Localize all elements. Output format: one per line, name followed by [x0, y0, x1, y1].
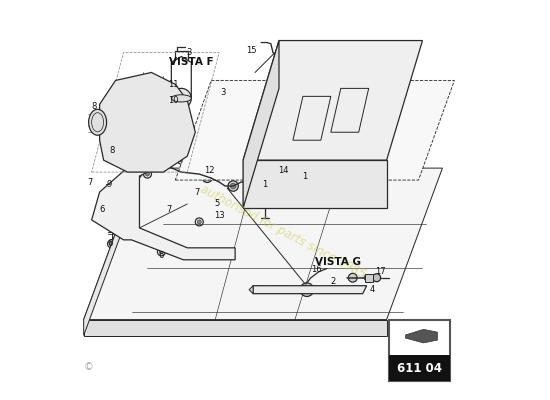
Text: 6: 6 — [99, 206, 104, 214]
Circle shape — [252, 173, 262, 184]
Circle shape — [108, 194, 112, 198]
Text: authorised for parts since 1985: authorised for parts since 1985 — [198, 183, 368, 281]
Text: 11: 11 — [168, 80, 179, 89]
Polygon shape — [84, 168, 442, 320]
Polygon shape — [405, 329, 437, 343]
Circle shape — [197, 220, 201, 224]
Circle shape — [145, 172, 150, 176]
Polygon shape — [92, 140, 235, 260]
Circle shape — [230, 183, 236, 189]
Bar — [389, 356, 450, 381]
Circle shape — [257, 170, 273, 186]
Circle shape — [287, 75, 295, 83]
Text: 1: 1 — [262, 180, 268, 188]
Text: 5: 5 — [214, 200, 220, 208]
Circle shape — [205, 174, 210, 180]
Polygon shape — [84, 320, 387, 336]
Polygon shape — [365, 274, 373, 282]
Ellipse shape — [89, 109, 107, 135]
Circle shape — [364, 275, 370, 280]
Text: 16: 16 — [311, 265, 322, 274]
Circle shape — [368, 275, 373, 280]
Text: 12: 12 — [204, 166, 215, 175]
Text: 9: 9 — [107, 180, 112, 188]
Circle shape — [373, 274, 381, 282]
Text: 3: 3 — [186, 48, 192, 57]
Polygon shape — [84, 168, 140, 336]
Text: 3: 3 — [221, 88, 226, 97]
Circle shape — [304, 286, 310, 293]
Circle shape — [179, 158, 183, 162]
Circle shape — [283, 58, 291, 66]
Text: 10: 10 — [168, 96, 179, 105]
Polygon shape — [253, 286, 367, 294]
Circle shape — [300, 283, 313, 296]
Circle shape — [254, 176, 260, 181]
Text: 1: 1 — [302, 172, 307, 180]
Circle shape — [102, 208, 106, 212]
Text: 611 04: 611 04 — [397, 362, 442, 375]
Text: 2: 2 — [330, 277, 336, 286]
Circle shape — [288, 172, 298, 182]
Text: ©: © — [84, 362, 94, 372]
Circle shape — [160, 250, 163, 254]
Polygon shape — [249, 286, 253, 294]
Circle shape — [135, 172, 140, 176]
Text: 8: 8 — [109, 146, 114, 155]
Circle shape — [109, 242, 113, 246]
Text: 14: 14 — [278, 166, 288, 175]
Text: 8: 8 — [91, 102, 96, 111]
Text: 13: 13 — [214, 212, 224, 220]
Text: 7: 7 — [195, 188, 200, 196]
Polygon shape — [175, 80, 454, 180]
Circle shape — [228, 181, 238, 191]
Polygon shape — [243, 160, 387, 208]
Circle shape — [348, 273, 357, 282]
Text: 6: 6 — [159, 251, 164, 260]
Text: VISTA G: VISTA G — [315, 257, 361, 267]
Polygon shape — [243, 40, 422, 160]
Circle shape — [202, 172, 212, 182]
Circle shape — [172, 88, 191, 108]
Polygon shape — [243, 40, 279, 208]
Text: 15: 15 — [246, 46, 256, 55]
Text: 7: 7 — [87, 178, 92, 186]
Text: 4: 4 — [370, 285, 375, 294]
Text: 17: 17 — [375, 267, 386, 276]
Text: 6: 6 — [107, 239, 112, 248]
Circle shape — [261, 174, 269, 182]
Text: 7: 7 — [167, 206, 172, 214]
FancyBboxPatch shape — [389, 320, 450, 381]
Ellipse shape — [172, 95, 191, 102]
Text: VISTA F: VISTA F — [169, 58, 214, 68]
Polygon shape — [100, 72, 195, 172]
